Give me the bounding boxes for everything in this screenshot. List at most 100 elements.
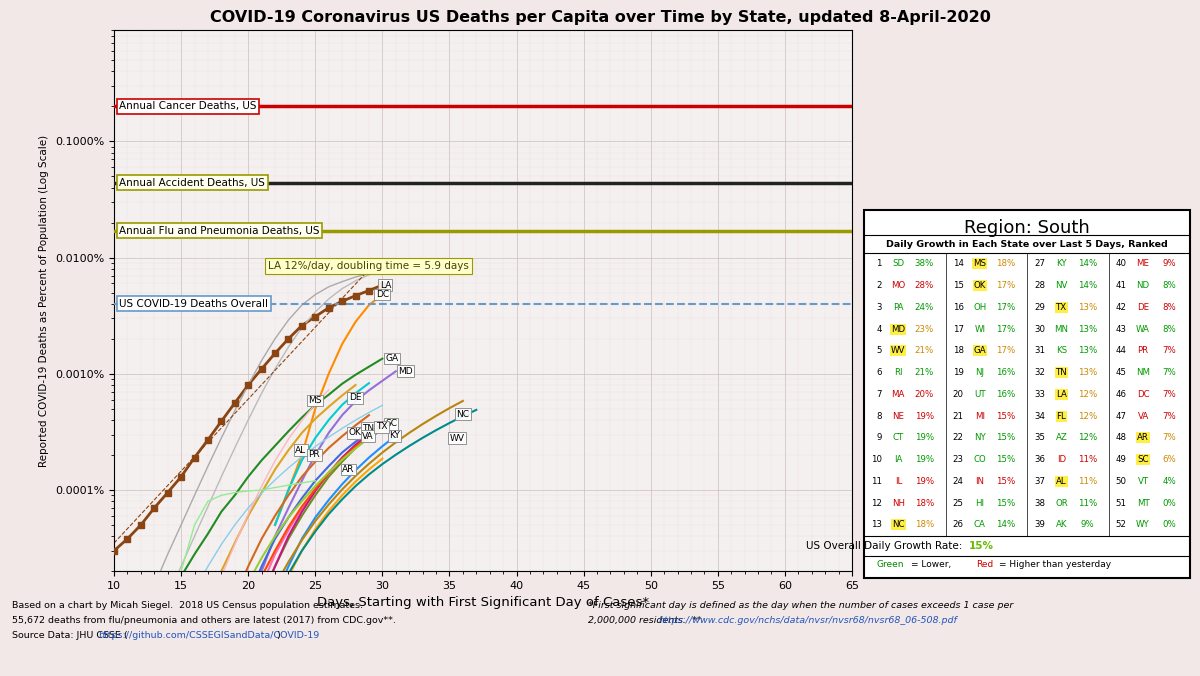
Text: UT: UT <box>974 390 985 399</box>
Text: 16%: 16% <box>996 390 1015 399</box>
FancyBboxPatch shape <box>864 210 1190 578</box>
Text: 13: 13 <box>871 521 882 529</box>
Text: VA: VA <box>1138 412 1148 420</box>
Text: IA: IA <box>894 455 902 464</box>
Text: 25: 25 <box>953 498 964 508</box>
Text: 28: 28 <box>1034 281 1045 290</box>
Text: 15%: 15% <box>996 455 1015 464</box>
Text: 30: 30 <box>1034 324 1045 334</box>
Text: DE: DE <box>349 393 361 402</box>
Text: 7%: 7% <box>1163 368 1176 377</box>
Text: 9%: 9% <box>1081 521 1094 529</box>
Text: SC: SC <box>1138 455 1148 464</box>
Text: 12%: 12% <box>1078 433 1097 442</box>
Text: MS: MS <box>973 260 986 268</box>
Text: 15%: 15% <box>968 541 994 551</box>
Text: CA: CA <box>974 521 986 529</box>
Text: 19%: 19% <box>914 433 934 442</box>
Text: 26: 26 <box>953 521 964 529</box>
Text: 15%: 15% <box>996 498 1015 508</box>
Text: 9: 9 <box>876 433 882 442</box>
Text: 36: 36 <box>1034 455 1045 464</box>
Text: 1: 1 <box>876 260 882 268</box>
Text: 8%: 8% <box>1163 303 1176 312</box>
Text: NJ: NJ <box>976 368 984 377</box>
Text: 23: 23 <box>953 455 964 464</box>
Text: 46: 46 <box>1116 390 1127 399</box>
Text: FL: FL <box>1056 412 1067 420</box>
Text: WV: WV <box>892 346 906 356</box>
Text: 20: 20 <box>953 390 964 399</box>
Text: 7%: 7% <box>1163 433 1176 442</box>
Text: 17: 17 <box>953 324 964 334</box>
Text: MD: MD <box>892 324 905 334</box>
Text: 32: 32 <box>1034 368 1045 377</box>
Text: 50: 50 <box>1116 477 1127 486</box>
Text: OH: OH <box>973 303 986 312</box>
Text: VT: VT <box>1138 477 1148 486</box>
Text: 15: 15 <box>953 281 964 290</box>
Text: 13%: 13% <box>1078 368 1097 377</box>
Text: 10: 10 <box>871 455 882 464</box>
Y-axis label: Reported COVID-19 Deaths as Percent of Population (Log Scale): Reported COVID-19 Deaths as Percent of P… <box>40 135 49 467</box>
Text: LA: LA <box>1056 390 1067 399</box>
Text: WA: WA <box>1136 324 1150 334</box>
Text: MT: MT <box>1136 498 1150 508</box>
Text: 41: 41 <box>1116 281 1127 290</box>
Text: 35: 35 <box>1034 433 1045 442</box>
Text: ME: ME <box>1136 260 1150 268</box>
Text: 17%: 17% <box>996 324 1015 334</box>
Text: 7: 7 <box>876 390 882 399</box>
Text: 23%: 23% <box>914 324 934 334</box>
Text: = Lower,: = Lower, <box>911 560 952 569</box>
Text: IN: IN <box>976 477 984 486</box>
Text: NE: NE <box>893 412 905 420</box>
Text: AL: AL <box>1056 477 1067 486</box>
Text: 8%: 8% <box>1163 324 1176 334</box>
Text: NY: NY <box>974 433 985 442</box>
Text: 12: 12 <box>871 498 882 508</box>
Text: MA: MA <box>892 390 905 399</box>
Text: ND: ND <box>1136 281 1150 290</box>
Text: 13%: 13% <box>1078 346 1097 356</box>
Text: MS: MS <box>308 396 322 405</box>
Text: 27: 27 <box>1034 260 1045 268</box>
Text: MN: MN <box>1055 324 1068 334</box>
Text: 18%: 18% <box>996 260 1015 268</box>
Text: 17%: 17% <box>996 346 1015 356</box>
Text: 38: 38 <box>1034 498 1045 508</box>
Text: LA: LA <box>379 281 391 289</box>
Text: GA: GA <box>973 346 986 356</box>
Text: WI: WI <box>974 324 985 334</box>
Text: 17%: 17% <box>996 303 1015 312</box>
Text: 39: 39 <box>1034 521 1045 529</box>
Text: 16: 16 <box>953 303 964 312</box>
Text: COVID-19 Coronavirus US Deaths per Capita over Time by State, updated 8-April-20: COVID-19 Coronavirus US Deaths per Capit… <box>210 10 990 25</box>
Text: TN: TN <box>1056 368 1067 377</box>
Text: 18: 18 <box>953 346 964 356</box>
Text: 7%: 7% <box>1163 412 1176 420</box>
Text: 2: 2 <box>876 281 882 290</box>
Text: 12%: 12% <box>1078 412 1097 420</box>
Text: NC: NC <box>456 410 469 418</box>
Text: Based on a chart by Micah Siegel.  2018 US Census population estimates.: Based on a chart by Micah Siegel. 2018 U… <box>12 602 364 610</box>
Text: MD: MD <box>398 367 413 376</box>
Text: 47: 47 <box>1116 412 1127 420</box>
Text: *First significant day is defined as the day when the number of cases exceeds 1 : *First significant day is defined as the… <box>588 602 1013 610</box>
Text: 24: 24 <box>953 477 964 486</box>
Text: SD: SD <box>893 260 905 268</box>
Text: 4%: 4% <box>1163 477 1176 486</box>
Text: AR: AR <box>342 465 354 474</box>
Text: 33: 33 <box>1034 390 1045 399</box>
Text: AK: AK <box>1056 521 1067 529</box>
Text: 9%: 9% <box>1163 260 1176 268</box>
Text: Annual Flu and Pneumonia Deaths, US: Annual Flu and Pneumonia Deaths, US <box>119 226 320 236</box>
Text: 8%: 8% <box>1163 281 1176 290</box>
Text: 11%: 11% <box>1078 498 1097 508</box>
Text: AZ: AZ <box>1056 433 1067 442</box>
Text: 19%: 19% <box>914 412 934 420</box>
Text: SC: SC <box>385 419 397 429</box>
Text: 44: 44 <box>1116 346 1127 356</box>
Text: Green: Green <box>876 560 904 569</box>
Text: US COVID-19 Deaths Overall: US COVID-19 Deaths Overall <box>119 299 269 309</box>
